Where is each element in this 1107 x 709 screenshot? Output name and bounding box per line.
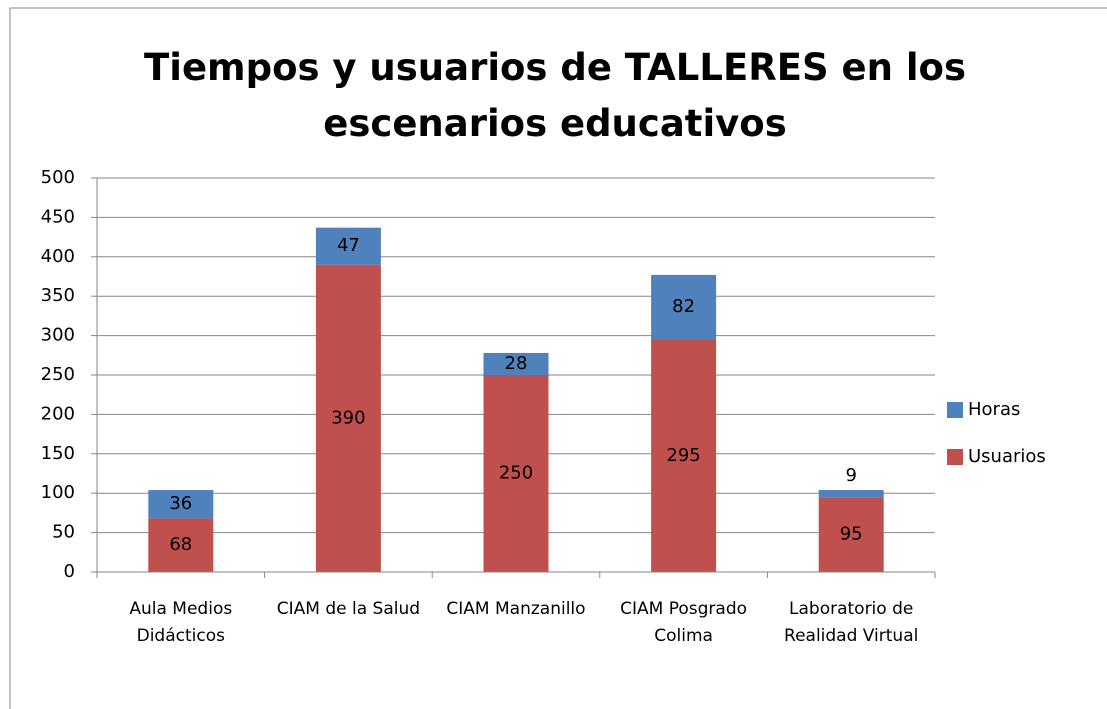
legend-label: Horas bbox=[968, 399, 1020, 420]
chart-title: Tiempos y usuarios de TALLERES en los es… bbox=[144, 46, 966, 145]
y-tick-label: 400 bbox=[41, 246, 75, 267]
data-label: 295 bbox=[666, 445, 700, 466]
y-tick-label: 50 bbox=[52, 522, 75, 543]
data-label: 36 bbox=[169, 493, 192, 514]
x-tick-label: Laboratorio de Realidad Virtual bbox=[784, 599, 919, 646]
y-tick-label: 200 bbox=[41, 403, 75, 424]
y-tick-label: 150 bbox=[41, 443, 75, 464]
bar-segment bbox=[818, 490, 884, 498]
bar-segment bbox=[651, 274, 717, 340]
bar-segment bbox=[148, 490, 214, 519]
chart-border bbox=[9, 7, 1107, 709]
bar-segment bbox=[818, 497, 884, 572]
y-tick-label: 350 bbox=[41, 285, 75, 306]
data-label: 47 bbox=[337, 235, 360, 256]
x-tick-label: CIAM Manzanillo bbox=[446, 599, 586, 619]
legend-label: Usuarios bbox=[968, 446, 1046, 467]
x-tick-label: CIAM Posgrado Colima bbox=[620, 599, 748, 646]
y-tick-label: 450 bbox=[41, 206, 75, 227]
y-tick-label: 250 bbox=[41, 364, 75, 385]
data-label: 68 bbox=[169, 534, 192, 555]
y-tick-label: 300 bbox=[41, 325, 75, 346]
data-label: 82 bbox=[672, 296, 695, 317]
y-tick-label: 100 bbox=[41, 482, 75, 503]
data-label: 95 bbox=[840, 524, 863, 545]
x-tick-label: CIAM de la Salud bbox=[276, 599, 421, 619]
legend-swatch bbox=[947, 449, 963, 465]
data-label: 390 bbox=[331, 407, 365, 428]
data-label: 9 bbox=[845, 465, 856, 486]
legend-swatch bbox=[947, 402, 963, 418]
bar-segment bbox=[315, 227, 381, 265]
y-tick-label: 500 bbox=[41, 167, 75, 188]
bar-segment bbox=[483, 352, 549, 375]
data-label: 28 bbox=[505, 353, 528, 374]
bar-segment bbox=[315, 264, 381, 572]
bar-segment bbox=[148, 518, 214, 572]
y-tick-label: 0 bbox=[64, 561, 75, 582]
x-tick-label: Aula Medios Didácticos bbox=[129, 599, 233, 646]
bar-segment bbox=[483, 375, 549, 572]
data-label: 250 bbox=[499, 463, 533, 484]
bar-segment bbox=[651, 339, 717, 572]
